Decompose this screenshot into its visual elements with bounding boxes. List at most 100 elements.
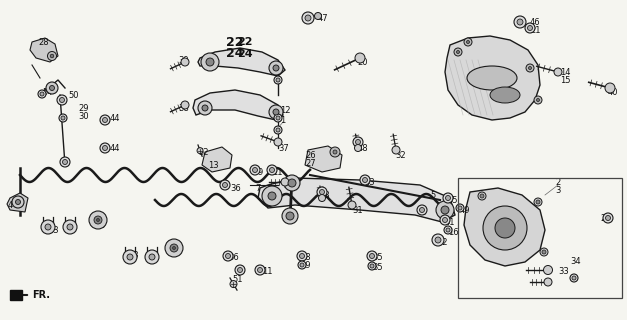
Circle shape xyxy=(198,101,212,115)
Circle shape xyxy=(319,195,325,202)
Polygon shape xyxy=(305,146,342,172)
Text: 31: 31 xyxy=(352,205,362,214)
Text: 9: 9 xyxy=(258,167,263,177)
Circle shape xyxy=(544,278,552,286)
Bar xyxy=(458,178,622,298)
Circle shape xyxy=(276,116,280,120)
Text: 11: 11 xyxy=(262,268,273,276)
Ellipse shape xyxy=(467,66,517,90)
Text: 25: 25 xyxy=(600,213,611,222)
Text: 4: 4 xyxy=(8,201,13,210)
Text: 53: 53 xyxy=(128,251,139,260)
Circle shape xyxy=(606,215,611,220)
Text: 52: 52 xyxy=(198,148,209,156)
Circle shape xyxy=(102,146,107,150)
Circle shape xyxy=(284,175,300,191)
Polygon shape xyxy=(198,48,285,76)
Text: 46: 46 xyxy=(530,18,540,27)
Circle shape xyxy=(466,41,470,44)
Text: 44: 44 xyxy=(110,143,120,153)
Circle shape xyxy=(534,96,542,104)
Circle shape xyxy=(220,180,230,190)
Circle shape xyxy=(443,218,448,222)
Circle shape xyxy=(94,216,102,224)
Text: 15: 15 xyxy=(560,76,571,84)
Circle shape xyxy=(356,140,361,145)
Text: 6: 6 xyxy=(68,226,73,235)
Text: 48: 48 xyxy=(358,143,369,153)
Circle shape xyxy=(50,54,54,58)
Circle shape xyxy=(170,244,178,252)
Text: 8: 8 xyxy=(420,207,425,217)
Circle shape xyxy=(274,126,282,134)
Text: 35: 35 xyxy=(372,263,382,273)
Circle shape xyxy=(50,85,55,91)
Circle shape xyxy=(353,137,363,147)
Circle shape xyxy=(269,105,283,119)
Circle shape xyxy=(440,215,450,225)
Circle shape xyxy=(250,165,260,175)
Circle shape xyxy=(456,204,464,212)
Circle shape xyxy=(258,268,263,273)
Text: 22: 22 xyxy=(237,37,253,47)
Text: 7: 7 xyxy=(255,183,260,193)
Circle shape xyxy=(63,220,77,234)
Circle shape xyxy=(526,64,534,72)
Text: 44: 44 xyxy=(110,114,120,123)
Text: 12: 12 xyxy=(280,106,290,115)
Circle shape xyxy=(145,250,159,264)
Circle shape xyxy=(100,143,110,153)
Circle shape xyxy=(149,254,155,260)
Circle shape xyxy=(370,264,374,268)
Circle shape xyxy=(333,150,337,154)
Circle shape xyxy=(544,266,552,275)
Circle shape xyxy=(269,61,283,75)
Circle shape xyxy=(534,198,542,206)
Circle shape xyxy=(230,281,237,288)
Circle shape xyxy=(355,53,365,63)
Circle shape xyxy=(570,274,578,282)
Polygon shape xyxy=(30,38,58,62)
Text: 21: 21 xyxy=(530,26,540,35)
Circle shape xyxy=(226,253,231,259)
Text: 36: 36 xyxy=(230,183,241,193)
Text: 7: 7 xyxy=(282,180,287,189)
Circle shape xyxy=(57,95,67,105)
Text: 16: 16 xyxy=(448,228,458,236)
Text: 48: 48 xyxy=(320,190,330,199)
Circle shape xyxy=(454,48,462,56)
Circle shape xyxy=(483,206,527,250)
Circle shape xyxy=(267,165,277,175)
Circle shape xyxy=(478,192,486,200)
Circle shape xyxy=(60,98,65,102)
Circle shape xyxy=(197,148,203,154)
Circle shape xyxy=(60,157,70,167)
Circle shape xyxy=(302,12,314,24)
Ellipse shape xyxy=(490,87,520,103)
Text: 5: 5 xyxy=(430,190,435,199)
Circle shape xyxy=(268,192,276,200)
Circle shape xyxy=(360,175,370,185)
Circle shape xyxy=(12,196,24,208)
Circle shape xyxy=(305,15,311,21)
Circle shape xyxy=(362,178,367,182)
Text: 20: 20 xyxy=(357,58,367,67)
Circle shape xyxy=(320,189,325,195)
Circle shape xyxy=(436,201,454,219)
Text: 41: 41 xyxy=(445,218,455,227)
Circle shape xyxy=(48,52,56,60)
Circle shape xyxy=(273,65,279,71)
Circle shape xyxy=(458,206,462,210)
Text: 19: 19 xyxy=(300,261,310,270)
Circle shape xyxy=(282,208,298,224)
Circle shape xyxy=(480,194,484,198)
Circle shape xyxy=(432,234,444,246)
Circle shape xyxy=(288,179,296,187)
Circle shape xyxy=(517,19,523,25)
Polygon shape xyxy=(202,147,232,172)
Circle shape xyxy=(89,211,107,229)
Text: 50: 50 xyxy=(68,91,78,100)
Text: 53: 53 xyxy=(48,226,59,235)
Circle shape xyxy=(270,167,275,172)
Circle shape xyxy=(435,237,441,243)
